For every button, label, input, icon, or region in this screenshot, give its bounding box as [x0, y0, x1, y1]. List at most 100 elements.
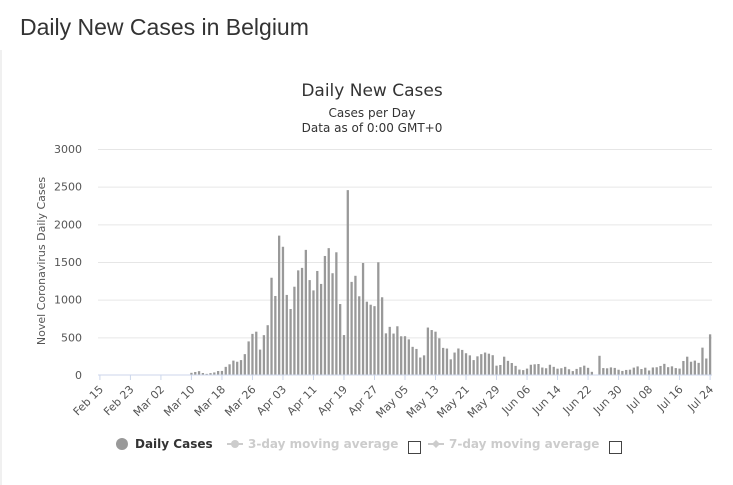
chart-subtitle-date: Data as of 0:00 GMT+0	[302, 121, 443, 135]
x-tick-label: May 21	[434, 383, 472, 421]
bar	[663, 363, 666, 375]
x-tick-label: Apr 11	[285, 383, 320, 418]
legend-item-daily-cases[interactable]: Daily Cases	[116, 437, 213, 451]
bar	[239, 360, 243, 375]
bar	[358, 296, 361, 375]
7day-checkbox[interactable]	[609, 441, 622, 454]
bar	[476, 356, 479, 375]
bar	[316, 270, 319, 375]
bar	[628, 369, 632, 375]
bar	[552, 366, 555, 375]
x-tick-label: May 05	[373, 383, 411, 421]
bar	[667, 367, 670, 375]
bar	[491, 355, 494, 375]
bar	[224, 366, 227, 375]
bar	[285, 294, 288, 375]
bar	[407, 339, 410, 375]
bar	[625, 369, 628, 375]
bar	[670, 366, 674, 375]
x-tick-label: Feb 23	[101, 383, 136, 418]
bar	[708, 334, 712, 375]
bar	[228, 364, 231, 375]
x-tick-label: Jun 22	[560, 383, 594, 417]
x-tick-label: Mar 10	[161, 383, 197, 419]
legend-item-7day[interactable]: 7-day moving average	[428, 437, 599, 451]
bar	[495, 365, 498, 375]
7day-legend-marker	[432, 440, 440, 448]
y-axis-label: Novel Coronavirus Daily Cases	[35, 177, 48, 345]
bar	[705, 358, 708, 375]
bar	[457, 348, 460, 375]
bar	[396, 326, 399, 375]
gridlines	[98, 149, 712, 339]
bar	[472, 360, 475, 375]
bar	[304, 249, 307, 375]
bar	[544, 368, 548, 375]
bar	[342, 335, 346, 375]
x-tick-label: Apr 03	[254, 383, 289, 418]
legend: Daily Cases 3-day moving average 7-day m…	[116, 437, 622, 454]
bar	[464, 353, 468, 375]
bar	[369, 304, 372, 375]
bar	[209, 373, 212, 375]
bar	[621, 370, 624, 375]
chart-title: Daily New Cases	[301, 81, 443, 101]
bar	[278, 235, 281, 375]
3day-legend-marker	[231, 440, 239, 448]
bars	[155, 190, 712, 376]
bar	[617, 369, 620, 375]
bar	[361, 262, 365, 375]
3day-checkbox[interactable]	[408, 441, 421, 454]
bar	[236, 361, 239, 375]
bar	[205, 373, 208, 375]
left-divider	[0, 50, 2, 485]
bar	[190, 372, 193, 375]
x-tick-label: Jul 16	[654, 383, 686, 415]
bar	[319, 283, 323, 375]
bar	[567, 369, 571, 375]
legend-label-daily-cases: Daily Cases	[135, 437, 213, 451]
bar	[388, 326, 391, 375]
bar	[632, 367, 635, 375]
bar	[682, 360, 685, 375]
bar	[678, 368, 681, 375]
bar	[426, 327, 430, 375]
bar	[579, 367, 582, 375]
x-tick-label: Jul 08	[624, 383, 656, 415]
chart-subtitle: Cases per Day	[329, 106, 416, 120]
bar	[445, 348, 449, 375]
bar	[384, 333, 388, 375]
bar	[415, 348, 418, 375]
x-tick-label: Apr 19	[315, 383, 350, 418]
bar	[590, 371, 594, 375]
y-tick-label: 1000	[54, 294, 82, 307]
bar	[300, 267, 304, 375]
bar	[541, 367, 544, 375]
bar	[293, 286, 296, 375]
x-tick-label: Jun 14	[529, 383, 563, 417]
legend-label-7day: 7-day moving average	[449, 437, 599, 451]
bar	[449, 359, 452, 375]
bar	[655, 367, 658, 375]
bar	[201, 373, 205, 375]
bar	[575, 368, 578, 375]
bar	[266, 325, 269, 375]
legend-item-3day[interactable]: 3-day moving average	[227, 437, 398, 451]
bar	[674, 368, 677, 375]
bar	[392, 333, 395, 375]
bar	[331, 273, 334, 375]
bar	[602, 368, 605, 375]
bar	[243, 354, 246, 375]
bar	[583, 365, 586, 375]
legend-label-3day: 3-day moving average	[248, 437, 398, 451]
bar	[499, 364, 502, 375]
y-tick-label: 2500	[54, 181, 82, 194]
bar	[564, 366, 567, 375]
bar	[281, 246, 285, 375]
bar	[506, 360, 510, 375]
y-tick-label: 1500	[54, 256, 82, 269]
daily-cases-legend-marker	[116, 438, 128, 450]
bar	[613, 367, 616, 375]
bar	[586, 367, 590, 375]
